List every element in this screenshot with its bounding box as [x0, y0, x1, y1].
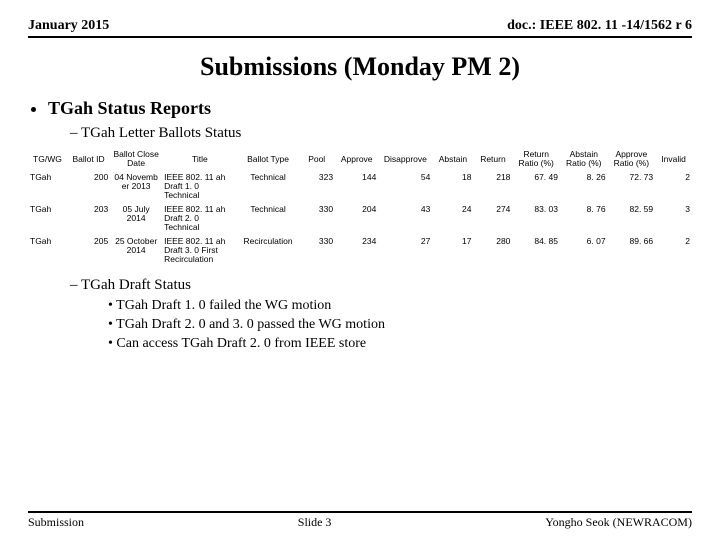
table-header: Disapprove — [378, 148, 432, 171]
section-heading: TGah Status Reports TGah Letter Ballots … — [48, 98, 692, 142]
ballots-table: TG/WGBallot IDBallot Close DateTitleBall… — [28, 148, 692, 267]
subsection-heading: TGah Letter Ballots Status — [70, 125, 692, 142]
table-header: Approve Ratio (%) — [608, 148, 656, 171]
header-date: January 2015 — [28, 18, 109, 34]
table-row: TGah20305 July 2014IEEE 802. 11 ah Draft… — [28, 203, 692, 235]
section-heading-text: TGah Status Reports — [48, 98, 211, 118]
table-header: Title — [162, 148, 238, 171]
table-header: Ballot Close Date — [110, 148, 162, 171]
table-row: TGah20004 Novemb er 2013IEEE 802. 11 ah … — [28, 171, 692, 203]
table-row: TGah20525 October 2014IEEE 802. 11 ah Dr… — [28, 235, 692, 267]
table-header: Return Ratio (%) — [512, 148, 560, 171]
footer: Submission Slide 3 Yongho Seok (NEWRACOM… — [28, 511, 692, 530]
subsection-heading: TGah Draft Status — [70, 277, 692, 294]
table-header-row: TG/WGBallot IDBallot Close DateTitleBall… — [28, 148, 692, 171]
table-header: Abstain Ratio (%) — [560, 148, 608, 171]
footer-left: Submission — [28, 515, 84, 530]
content-list: TGah Status Reports TGah Letter Ballots … — [48, 98, 692, 142]
table-header: Abstain — [432, 148, 473, 171]
table-header: Ballot Type — [238, 148, 299, 171]
footer-center: Slide 3 — [298, 515, 332, 530]
list-item: TGah Draft 2. 0 and 3. 0 passed the WG m… — [108, 317, 692, 333]
draft-status-list: TGah Draft 1. 0 failed the WG motion TGah… — [108, 298, 692, 352]
table-header: Ballot ID — [67, 148, 110, 171]
list-item: Can access TGah Draft 2. 0 from IEEE sto… — [108, 336, 692, 352]
footer-right: Yongho Seok (NEWRACOM) — [545, 515, 692, 530]
table-header: Pool — [298, 148, 335, 171]
table-header: TG/WG — [28, 148, 67, 171]
list-item: TGah Draft 1. 0 failed the WG motion — [108, 298, 692, 314]
table-header: Invalid — [655, 148, 692, 171]
page-title: Submissions (Monday PM 2) — [28, 52, 692, 82]
header: January 2015 doc.: IEEE 802. 11 -14/1562… — [28, 18, 692, 38]
table-header: Return — [473, 148, 512, 171]
header-doc: doc.: IEEE 802. 11 -14/1562 r 6 — [507, 18, 692, 34]
table-header: Approve — [335, 148, 378, 171]
